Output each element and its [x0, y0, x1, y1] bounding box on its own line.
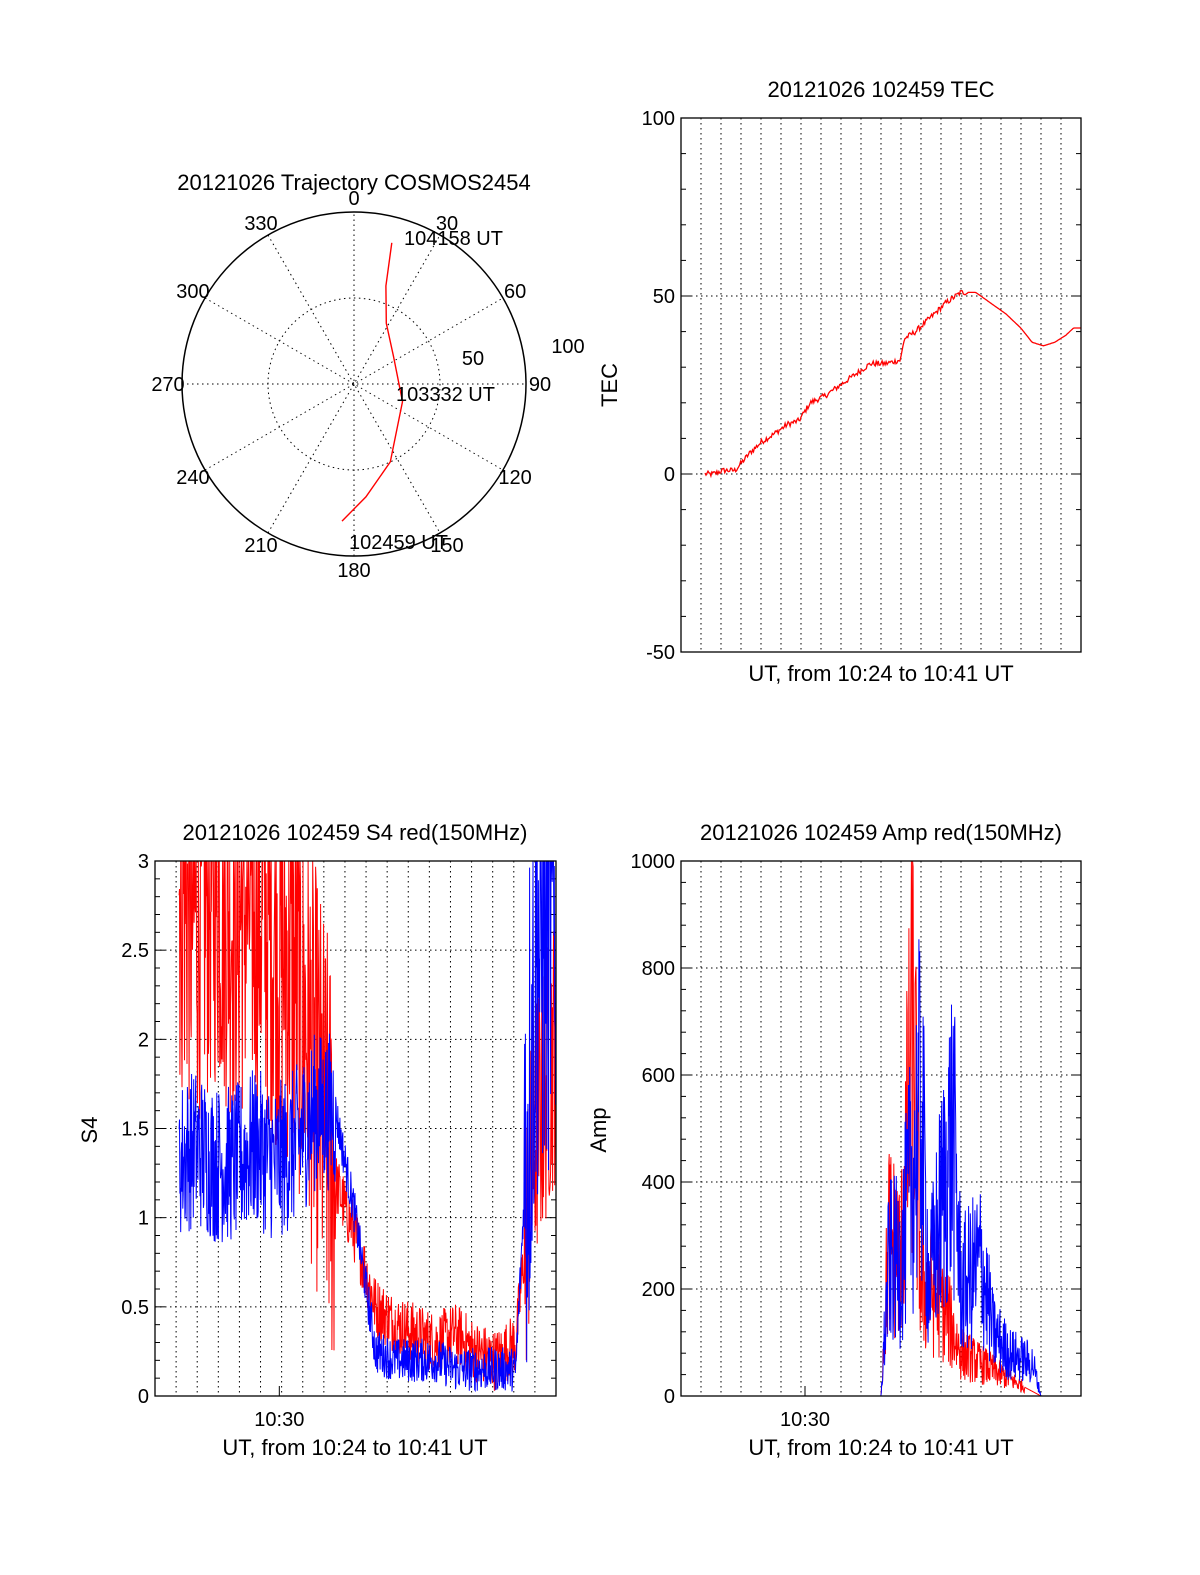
polar-angle-label: 30 [436, 213, 458, 235]
amp-ylabel: Amp [586, 1107, 611, 1152]
y-tick-label: 1.5 [121, 1119, 149, 1141]
y-tick-label: 1 [138, 1208, 149, 1230]
trajectory-start-annotation: 102459 UT [349, 532, 448, 554]
tec-tick-labels: -50 0 50 100 [642, 108, 675, 664]
tec-panel: 20121026 102459 TEC -50 0 50 100 UT, from 1… [597, 77, 1082, 686]
y-tick-label: 50 [653, 286, 675, 308]
y-tick-label: 200 [642, 1279, 675, 1301]
s4-tick-labels: 0 0.5 1 1.5 2 2.5 3 10:30 [121, 851, 304, 1431]
amp-tick-labels: 0 200 400 600 800 1000 10:30 [631, 851, 831, 1431]
y-tick-label: 800 [642, 958, 675, 980]
y-tick-label: 2 [138, 1029, 149, 1051]
polar-angle-label: 270 [151, 374, 184, 396]
polar-angle-label: 150 [430, 535, 463, 557]
tec-series-line [704, 289, 1081, 479]
polar-angle-label: 240 [176, 467, 209, 489]
trajectory-polar-plot: 20121026 Trajectory COSMOS2454 0 30 60 90 12… [151, 170, 584, 582]
x-tick-label: 10:30 [780, 1409, 830, 1431]
y-tick-label: 0 [664, 464, 675, 486]
polar-angle-label: 90 [529, 374, 551, 396]
tec-grid [681, 117, 1081, 653]
tec-title: 20121026 102459 TEC [767, 77, 994, 102]
amp-title: 20121026 102459 Amp red(150MHz) [700, 820, 1062, 845]
y-tick-label: 2.5 [121, 940, 149, 962]
amp-xlabel: UT, from 10:24 to 10:41 UT [748, 1435, 1013, 1460]
s4-axes-frame [154, 860, 557, 1397]
amp-panel: 20121026 102459 Amp red(150MHz) 0 200 400 6… [586, 820, 1082, 1460]
trajectory-mid-annotation: 103332 UT [396, 384, 495, 406]
y-tick-label: 0 [138, 1386, 149, 1408]
y-tick-label: 400 [642, 1172, 675, 1194]
polar-radial-label-50: 50 [462, 348, 484, 370]
polar-title: 20121026 Trajectory COSMOS2454 [177, 170, 530, 195]
polar-radial-label-100: 100 [551, 336, 584, 358]
polar-angle-label: 120 [498, 467, 531, 489]
polar-angle-label: 330 [244, 213, 277, 235]
y-tick-label: 0 [664, 1386, 675, 1408]
y-tick-label: 3 [138, 851, 149, 873]
polar-inner-ring [267, 297, 441, 471]
y-tick-label: 100 [642, 108, 675, 130]
trajectory-line [341, 242, 404, 522]
s4-series-lines [178, 860, 557, 1393]
y-tick-label: -50 [646, 642, 675, 664]
polar-angle-label: 300 [176, 281, 209, 303]
polar-angle-labels: 0 30 60 90 120 150 180 210 240 270 300 330 [151, 188, 551, 582]
s4-xlabel: UT, from 10:24 to 10:41 UT [222, 1435, 487, 1460]
y-tick-label: 1000 [631, 851, 676, 873]
tec-axes-frame [680, 117, 1082, 653]
s4-title: 20121026 102459 S4 red(150MHz) [183, 820, 528, 845]
amp-axes-frame [680, 860, 1082, 1397]
tec-ylabel: TEC [597, 363, 622, 407]
y-tick-label: 0.5 [121, 1297, 149, 1319]
s4-series-line-1 [178, 860, 557, 1393]
amp-grid [681, 860, 1081, 1397]
polar-angle-label: 60 [504, 281, 526, 303]
polar-angle-label: 210 [244, 535, 277, 557]
tec-xlabel: UT, from 10:24 to 10:41 UT [748, 661, 1013, 686]
y-tick-label: 600 [642, 1065, 675, 1087]
s4-ylabel: S4 [77, 1117, 102, 1144]
polar-angle-label: 180 [337, 560, 370, 582]
trajectory-end-annotation: 104158 UT [404, 228, 503, 250]
s4-panel: 20121026 102459 S4 red(150MHz) 0 0.5 1 1.5 2… [77, 820, 557, 1460]
polar-angle-label: 0 [348, 188, 359, 210]
x-tick-label: 10:30 [254, 1409, 304, 1431]
